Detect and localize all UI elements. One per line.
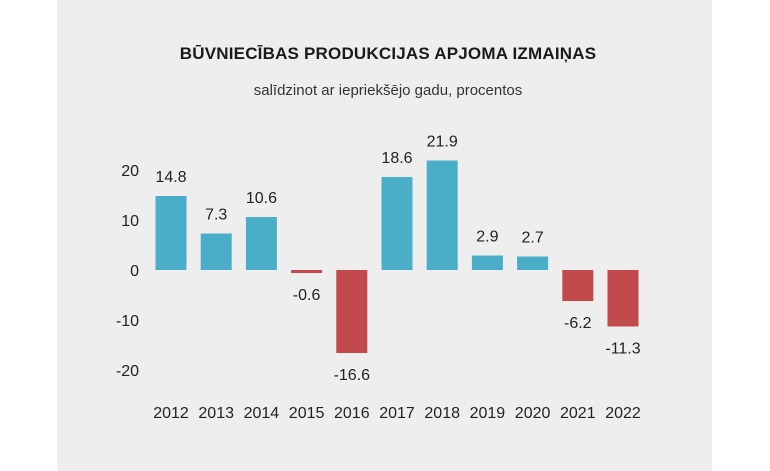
y-tick-label: -20 — [116, 363, 139, 380]
x-tick-label: 2012 — [153, 405, 189, 422]
bar-2012 — [155, 196, 187, 270]
x-tick-label: 2016 — [334, 405, 370, 422]
x-tick-label: 2022 — [605, 405, 641, 422]
data-label: 14.8 — [155, 169, 186, 186]
data-label: 7.3 — [205, 207, 227, 224]
bar-2017 — [381, 177, 413, 270]
x-tick-label: 2020 — [515, 405, 551, 422]
data-label: 2.7 — [521, 230, 543, 247]
data-label: -0.6 — [293, 287, 321, 304]
bar-2015 — [291, 270, 323, 273]
x-tick-label: 2014 — [244, 405, 280, 422]
bar-2016 — [336, 270, 368, 353]
y-tick-label: 20 — [121, 163, 139, 180]
x-axis: 2012 2013 2014 2015 2016 2017 2018 2019 2020 2021… — [153, 405, 641, 422]
data-label: 18.6 — [381, 150, 412, 167]
data-label: -16.6 — [334, 367, 371, 384]
x-tick-label: 2021 — [560, 405, 596, 422]
data-label: 10.6 — [246, 190, 277, 207]
x-tick-label: 2017 — [379, 405, 415, 422]
bar-2018 — [426, 160, 458, 270]
y-tick-label: -10 — [116, 313, 139, 330]
data-label: -11.3 — [605, 341, 640, 358]
x-tick-label: 2019 — [470, 405, 506, 422]
bar-2014 — [245, 217, 277, 270]
bar-2020 — [517, 256, 549, 270]
x-tick-label: 2015 — [289, 405, 325, 422]
x-tick-label: 2018 — [424, 405, 460, 422]
bar-2022 — [607, 270, 639, 327]
chart-title: BŪVNIECĪBAS PRODUKCIJAS APJOMA IZMAIŅAS — [180, 44, 596, 63]
chart-subtitle: salīdzinot ar iepriekšējo gadu, procento… — [254, 82, 523, 99]
bar-2013 — [200, 233, 232, 270]
y-tick-label: 0 — [130, 263, 139, 280]
data-label: -6.2 — [564, 315, 592, 332]
x-tick-label: 2013 — [198, 405, 234, 422]
data-label: 21.9 — [427, 134, 458, 151]
data-label: 2.9 — [476, 229, 498, 246]
y-tick-label: 10 — [121, 213, 139, 230]
y-axis: 20 10 0 -10 -20 — [116, 163, 139, 380]
data-labels: 14.8 7.3 10.6 -0.6 -16.6 18.6 21.9 2.9 2.7 -6.2 -1… — [155, 134, 640, 385]
bar-2019 — [471, 255, 503, 270]
bar-series — [155, 160, 639, 353]
bar-2021 — [562, 270, 594, 301]
